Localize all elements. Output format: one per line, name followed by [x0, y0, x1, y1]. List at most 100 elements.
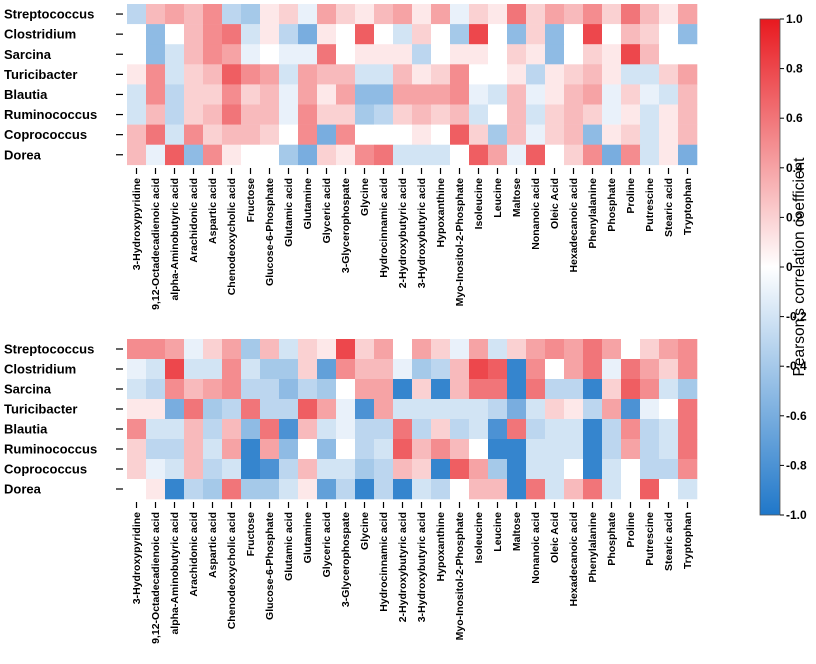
row-label: Clostridium [4, 362, 76, 377]
heatmap-cell [203, 439, 223, 460]
column-label: Leucine [492, 512, 504, 552]
heatmap-cell [659, 459, 679, 480]
heatmap-cell [241, 144, 261, 166]
heatmap-cell [279, 64, 299, 85]
heatmap-cell [374, 104, 394, 125]
column-label: Hydrocinnamic acid [378, 178, 390, 278]
heatmap-cell [260, 359, 280, 380]
heatmap-cell [241, 379, 261, 400]
heatmap-cell [241, 439, 261, 460]
heatmap-cell [602, 459, 622, 480]
heatmap-cell [203, 419, 223, 440]
heatmap-cell [564, 144, 584, 166]
heatmap-cell [336, 459, 356, 480]
row-label: Ruminococcus [4, 442, 97, 457]
heatmap-cell [222, 104, 242, 125]
heatmap-cell [678, 84, 698, 105]
heatmap-cell [146, 4, 166, 25]
heatmap-cell [412, 339, 432, 360]
heatmap-cell [602, 24, 622, 45]
heatmap-cell [545, 144, 565, 166]
heatmap-cell [203, 379, 223, 400]
heatmap-cell [507, 144, 527, 166]
heatmap-cell [355, 379, 375, 400]
colorbar-tick-label: 0.6 [786, 111, 803, 125]
heatmap-cell [564, 339, 584, 360]
heatmap-cell [545, 44, 565, 65]
heatmap-cell [203, 64, 223, 85]
heatmap-cell [469, 144, 489, 166]
heatmap-cell [336, 104, 356, 125]
heatmap-cell [431, 44, 451, 65]
heatmap-cell [127, 439, 147, 460]
heatmap-cell [450, 419, 470, 440]
heatmap-cell [640, 479, 660, 500]
heatmap-cell [222, 439, 242, 460]
column-label: Phenylalanine [587, 178, 599, 249]
heatmap-cell [355, 479, 375, 500]
heatmap-cell [260, 419, 280, 440]
heatmap-cell [393, 399, 413, 420]
heatmap-cell [659, 104, 679, 125]
heatmap-cell [488, 379, 508, 400]
heatmap-cell [203, 479, 223, 500]
column-label: Glucose-6-Phosphate [264, 512, 276, 620]
heatmap-cell [564, 459, 584, 480]
heatmap-cell [545, 359, 565, 380]
colorbar-tick-label: 0.4 [786, 161, 803, 175]
column-label: Glutamic acid [283, 178, 295, 247]
heatmap-cell [450, 459, 470, 480]
heatmap-cell [488, 339, 508, 360]
column-label: Hexadecanoic acid [568, 178, 580, 273]
heatmap-cell [640, 24, 660, 45]
heatmap-cell [659, 144, 679, 166]
heatmap-cell [678, 64, 698, 85]
heatmap-cell [165, 379, 185, 400]
heatmap-cell [203, 124, 223, 145]
column-label: 2-Hydroxybutyric acid [397, 512, 409, 622]
heatmap-cell [412, 64, 432, 85]
heatmap-cell [621, 44, 641, 65]
heatmap-cell [336, 44, 356, 65]
column-label: Glutamic acid [283, 512, 295, 581]
heatmap-cell [583, 399, 603, 420]
heatmap-cell [488, 479, 508, 500]
column-label: Glutamine [302, 178, 314, 230]
heatmap-cell [564, 439, 584, 460]
heatmap-cell [374, 124, 394, 145]
heatmap-cell [241, 399, 261, 420]
heatmap-cell [545, 479, 565, 500]
heatmap-cell [355, 339, 375, 360]
heatmap-cell [431, 24, 451, 45]
heatmap-cell [526, 379, 546, 400]
heatmap-cell [222, 379, 242, 400]
heatmap-cell [298, 459, 318, 480]
heatmap-cell [146, 24, 166, 45]
heatmap-cell [450, 379, 470, 400]
heatmap-cell [184, 64, 204, 85]
heatmap-cell [127, 104, 147, 125]
heatmap-cell [431, 84, 451, 105]
heatmap-cell [450, 84, 470, 105]
heatmap-cell [583, 124, 603, 145]
heatmap-cell [260, 339, 280, 360]
heatmap-cell [526, 359, 546, 380]
heatmap-cell [450, 339, 470, 360]
colorbar-tick-label: 0.2 [786, 210, 803, 224]
heatmap-cell [260, 84, 280, 105]
column-label: 9,12-Octadecadienoic acid [150, 512, 162, 644]
heatmap-cell [507, 379, 527, 400]
heatmap-cell [412, 24, 432, 45]
heatmap-cell [127, 144, 147, 166]
heatmap-cell [279, 24, 299, 45]
heatmap-cell [184, 419, 204, 440]
heatmap-cell [165, 24, 185, 45]
heatmap-cell [317, 104, 337, 125]
heatmap-cell [431, 144, 451, 166]
heatmap-cell [450, 104, 470, 125]
heatmap-cell [355, 399, 375, 420]
heatmap-cell [146, 124, 166, 145]
heatmap-cell [165, 359, 185, 380]
heatmap-cell [336, 24, 356, 45]
column-label: Phosphate [606, 512, 618, 566]
